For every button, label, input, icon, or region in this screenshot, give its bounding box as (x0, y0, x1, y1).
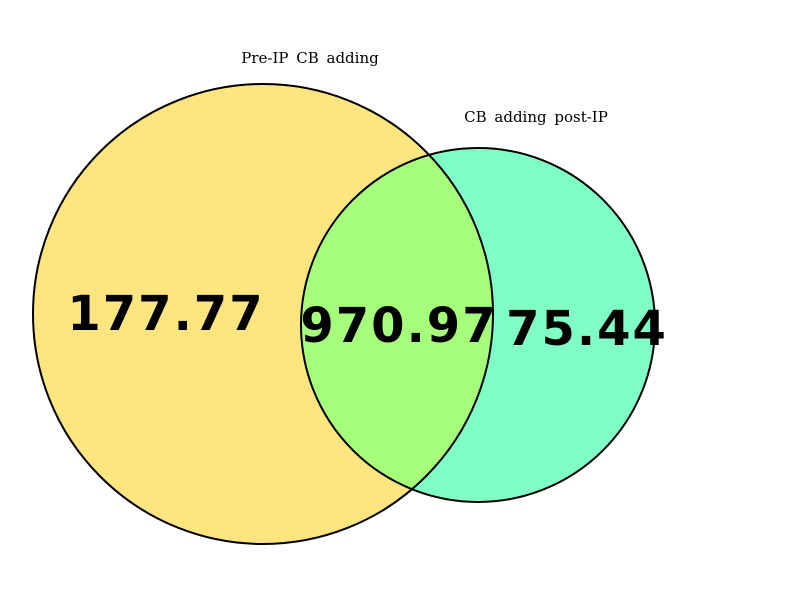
only-b-value: 75.44 (506, 301, 668, 357)
set-b-outline (300, 147, 656, 503)
set-a-outline (32, 83, 494, 545)
intersection-region (301, 148, 493, 502)
intersection-value: 970.97 (300, 298, 497, 354)
set-b-label: CB adding post-IP (464, 108, 608, 126)
set-a-label: Pre-IP CB adding (241, 49, 379, 67)
only-a-value: 177.77 (67, 286, 264, 342)
